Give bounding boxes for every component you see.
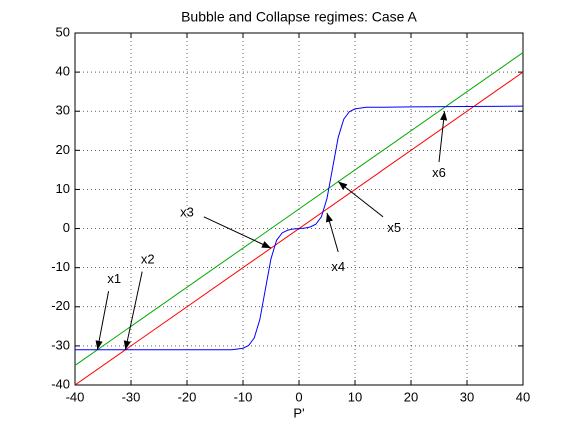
annotation-arrow [123,271,143,350]
y-tick-label: -40 [51,376,70,391]
x-tick-label: 30 [460,389,474,404]
annotation-label: x3 [180,204,194,219]
x-tick-label: -20 [178,389,197,404]
x-tick-label: 20 [404,389,418,404]
annotation-label: x5 [387,220,401,235]
x-tick-label: -40 [66,389,85,404]
y-tick-label: 0 [63,220,70,235]
x-tick-label: 0 [295,389,302,404]
x-tick-label: -10 [234,389,253,404]
y-tick-label: 40 [56,64,70,79]
y-tick-label: 20 [56,142,70,157]
y-tick-label: -20 [51,298,70,313]
x-tick-label: -30 [122,389,141,404]
x-axis-label: P' [293,405,304,420]
annotation-arrow [203,216,272,249]
annotation-arrow [337,181,384,218]
plot-frame [74,32,524,386]
y-tick-label: -10 [51,259,70,274]
chart-title: Bubble and Collapse regimes: Case A [181,9,417,25]
annotation-label: x1 [107,271,121,286]
annotation-arrow [95,291,110,350]
x-tick-label: 40 [516,389,530,404]
y-tick-label: 10 [56,181,70,196]
y-tick-label: 30 [56,103,70,118]
annotation-arrow [326,212,339,253]
annotation-label: x4 [331,259,345,274]
y-tick-label: 50 [56,24,70,39]
annotation-label: x2 [141,251,155,266]
x-tick-label: 10 [348,389,362,404]
line-series [75,105,524,351]
annotation-label: x6 [432,165,446,180]
line-series [74,52,524,366]
annotation-arrow [438,111,448,163]
y-tick-label: -30 [51,337,70,352]
